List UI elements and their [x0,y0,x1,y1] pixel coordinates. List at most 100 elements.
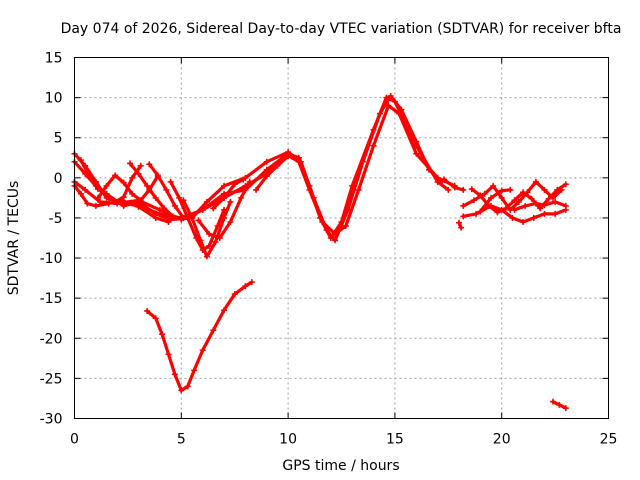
data-point [112,172,119,179]
data-traces [71,93,569,412]
data-point [545,195,552,202]
data-point [488,194,495,201]
data-point [77,190,84,197]
data-point [86,173,93,180]
data-point [180,197,187,204]
data-point [84,200,91,207]
data-point [227,218,234,225]
data-point [137,197,144,204]
data-point [541,210,548,217]
data-point [221,214,228,221]
data-point [221,307,228,314]
data-point [502,205,509,212]
data-point [306,186,313,193]
data-point [167,178,174,185]
data-point [161,205,168,212]
data-point [295,158,302,165]
data-point [191,367,198,374]
y-tick-labels: 15 10 5 0 -5 -10 -15 -20 -25 -30 [40,51,63,428]
data-point [332,237,339,244]
data-point [473,210,480,217]
data-point [342,222,349,229]
data-point [556,401,563,408]
data-point [210,205,217,212]
data-point [520,218,527,225]
data-point [370,142,377,149]
data-point [460,213,467,220]
data-point [509,214,516,221]
data-point [112,198,119,205]
data-point [144,182,151,189]
series-trace-12 [211,177,245,210]
data-point [231,181,238,188]
chart-title: Day 074 of 2026, Sidereal Day-to-day VTE… [61,21,622,37]
data-point [319,218,326,225]
series-trace-6 [96,173,160,202]
data-point [385,102,392,109]
data-point [458,224,465,231]
data-point [199,206,206,213]
data-point [470,197,477,204]
data-point [77,157,84,164]
x-tick-label: 5 [177,432,186,448]
y-tick-label: -15 [40,291,63,307]
data-point [159,331,166,338]
x-tick-labels: 0 5 10 15 20 25 [70,432,617,448]
data-point [481,190,488,197]
data-point [494,209,501,216]
data-point [227,198,234,205]
data-point [537,205,544,212]
data-point [477,192,484,199]
data-point [413,138,420,145]
data-point [163,186,170,193]
data-point [171,202,178,209]
x-tick-label: 10 [279,432,297,448]
data-point [137,162,144,169]
data-point [146,161,153,168]
grid-lines [74,57,609,419]
data-point [541,186,548,193]
data-point [221,182,228,189]
data-point [135,203,142,210]
data-point [511,206,518,213]
y-tick-label: 15 [45,51,63,67]
data-point [165,218,172,225]
data-point [210,327,217,334]
data-point [477,208,484,215]
data-point [289,153,296,160]
data-point [332,230,339,237]
data-point [203,253,210,260]
data-point [460,186,467,193]
series-trace-11 [196,180,252,240]
data-point [156,206,163,213]
x-tick-label: 20 [493,432,511,448]
data-point [490,182,497,189]
data-point [152,214,159,221]
data-point [246,178,253,185]
data-point [188,214,195,221]
data-point [253,186,260,193]
data-point [103,190,110,197]
data-point [434,174,441,181]
y-tick-label: 0 [54,171,63,187]
data-point [532,200,539,207]
x-tick-label: 15 [386,432,404,448]
y-tick-label: -25 [40,371,63,387]
data-point [355,186,362,193]
data-point [129,174,136,181]
data-point [528,195,535,202]
data-point [507,186,514,193]
data-point [562,202,569,209]
series-trace-3 [72,104,457,236]
data-point [398,106,405,113]
series-trace-19 [478,188,512,214]
data-point [199,347,206,354]
data-point [94,194,101,201]
data-point [263,158,270,165]
axis-ticks [74,57,609,419]
data-point [520,189,527,196]
x-tick-label: 0 [70,432,79,448]
data-point [562,181,569,188]
y-tick-label: 5 [54,131,63,147]
